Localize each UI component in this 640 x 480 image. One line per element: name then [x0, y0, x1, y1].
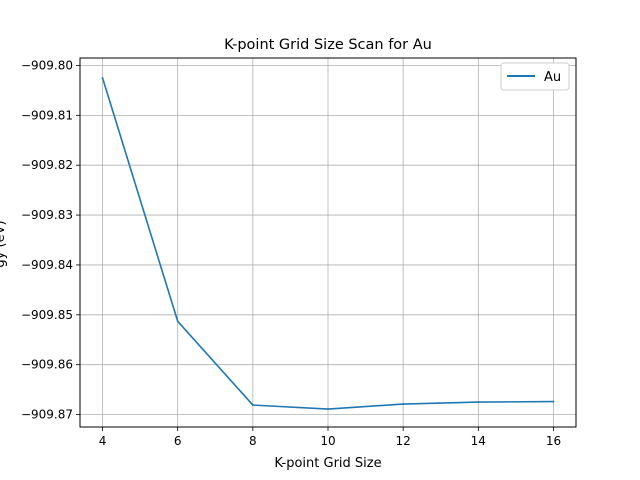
data-point	[176, 320, 179, 323]
data-point	[477, 401, 480, 403]
y-tick-label: −909.86	[21, 358, 73, 372]
data-point	[402, 403, 405, 405]
data-point	[327, 408, 329, 410]
legend-label-au: Au	[544, 70, 561, 85]
data-point	[101, 77, 104, 79]
y-tick-label: −909.81	[21, 108, 73, 122]
data-point	[552, 400, 555, 403]
y-tick-label: −909.84	[21, 258, 73, 272]
data-point	[251, 404, 254, 406]
x-tick-label: 14	[471, 434, 486, 448]
x-axis-label: K-point Grid Size	[274, 456, 381, 471]
chart-title: K-point Grid Size Scan for Au	[224, 37, 432, 53]
y-tick-label: −909.82	[21, 158, 73, 172]
tick-layer: 4 6 8 10 12 14 16 −909.80 −909.81 −909.82 −909.83 −…	[21, 58, 561, 448]
x-tick-label: 10	[320, 434, 335, 448]
y-tick-label: −909.83	[21, 208, 73, 222]
series-layer	[101, 77, 555, 410]
legend: Au	[500, 62, 570, 91]
x-tick-label: 6	[174, 434, 182, 448]
x-tick-label: 8	[249, 434, 257, 448]
x-tick-label: 12	[396, 434, 411, 448]
grid-lines	[80, 58, 576, 427]
x-tick-label: 4	[99, 434, 107, 448]
y-tick-label: −909.80	[21, 58, 73, 72]
x-tick-label: 16	[546, 434, 561, 448]
y-axis-label: gy (eV)	[0, 220, 8, 267]
y-tick-label: −909.85	[21, 308, 73, 322]
y-tick-label: −909.87	[21, 408, 73, 422]
